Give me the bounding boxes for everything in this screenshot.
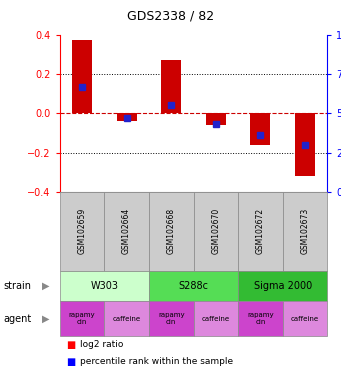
Text: rapamy
cin: rapamy cin	[158, 312, 184, 325]
Text: log2 ratio: log2 ratio	[80, 340, 123, 349]
Text: GSM102668: GSM102668	[167, 208, 176, 255]
Text: GDS2338 / 82: GDS2338 / 82	[127, 10, 214, 23]
Bar	[295, 113, 315, 176]
Text: percentile rank within the sample: percentile rank within the sample	[80, 357, 233, 366]
Text: strain: strain	[3, 281, 31, 291]
Text: rapamy
cin: rapamy cin	[247, 312, 274, 325]
Bar	[161, 60, 181, 113]
Text: Sigma 2000: Sigma 2000	[254, 281, 312, 291]
Bar	[72, 40, 92, 113]
Bar	[117, 113, 137, 121]
Text: caffeine: caffeine	[113, 316, 140, 322]
Text: ■: ■	[66, 340, 76, 350]
Text: caffeine: caffeine	[202, 316, 230, 322]
Text: S288c: S288c	[179, 281, 208, 291]
Text: caffeine: caffeine	[291, 316, 319, 322]
Text: GSM102670: GSM102670	[211, 208, 220, 255]
Text: agent: agent	[3, 314, 32, 324]
Text: ■: ■	[66, 357, 76, 367]
Text: ▶: ▶	[42, 314, 50, 324]
Text: W303: W303	[90, 281, 118, 291]
Bar	[250, 113, 270, 145]
Bar	[206, 113, 226, 125]
Text: GSM102664: GSM102664	[122, 208, 131, 255]
Text: ▶: ▶	[42, 281, 50, 291]
Text: GSM102659: GSM102659	[77, 208, 87, 255]
Text: rapamy
cin: rapamy cin	[69, 312, 95, 325]
Text: GSM102673: GSM102673	[300, 208, 310, 255]
Text: GSM102672: GSM102672	[256, 208, 265, 255]
